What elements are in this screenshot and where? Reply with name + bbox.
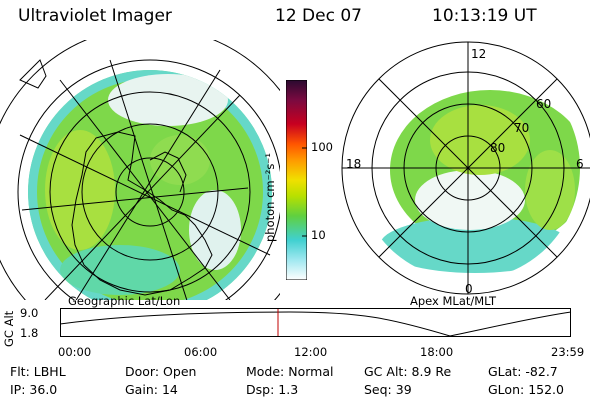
time-label: 10:13:19 UT	[432, 6, 537, 26]
info-glat: GLat: -82.7	[488, 364, 558, 379]
time-tick-0000: 00:00	[58, 345, 92, 359]
time-tick-2359: 23:59	[551, 345, 585, 359]
info-glon: GLon: 152.0	[488, 382, 564, 397]
magnetic-label: Apex MLat/MLT	[410, 294, 497, 308]
date-label: 12 Dec 07	[275, 6, 362, 26]
magnetic-polar-plot: 12 18 6 0 60 70 80	[341, 41, 590, 296]
mlt-label-12: 12	[471, 47, 486, 61]
info-ip: IP: 36.0	[10, 382, 58, 397]
instrument-title: Ultraviolet Imager	[18, 6, 172, 26]
colorbar-tick-100: 100	[311, 140, 333, 154]
altitude-tick-9: 9.0	[20, 306, 39, 320]
colorbar-unit: photon cm⁻²s⁻¹	[263, 153, 277, 242]
altitude-plot	[60, 308, 572, 337]
mlat-label-60: 60	[536, 97, 551, 111]
info-seq: Seq: 39	[364, 382, 412, 397]
altitude-ylabel: GC Alt	[2, 310, 16, 347]
info-flt: Flt: LBHL	[10, 364, 66, 379]
mlat-label-80: 80	[490, 141, 505, 155]
geographic-label: Geographic Lat/Lon	[68, 294, 181, 308]
mlt-label-0: 0	[465, 282, 473, 296]
mlt-label-6: 6	[576, 157, 584, 171]
mlt-label-18: 18	[346, 157, 361, 171]
time-tick-0600: 06:00	[184, 345, 218, 359]
altitude-tick-1-8: 1.8	[20, 326, 39, 340]
info-gain: Gain: 14	[125, 382, 178, 397]
mlat-label-70: 70	[514, 121, 529, 135]
time-tick-1800: 18:00	[420, 345, 454, 359]
colorbar	[285, 79, 308, 281]
geographic-map	[0, 40, 280, 300]
time-tick-1200: 12:00	[294, 345, 328, 359]
info-gc-alt: GC Alt: 8.9 Re	[364, 364, 452, 379]
info-mode: Mode: Normal	[246, 364, 334, 379]
info-dsp: Dsp: 1.3	[246, 382, 299, 397]
colorbar-tick-10: 10	[311, 228, 326, 242]
info-door: Door: Open	[125, 364, 197, 379]
